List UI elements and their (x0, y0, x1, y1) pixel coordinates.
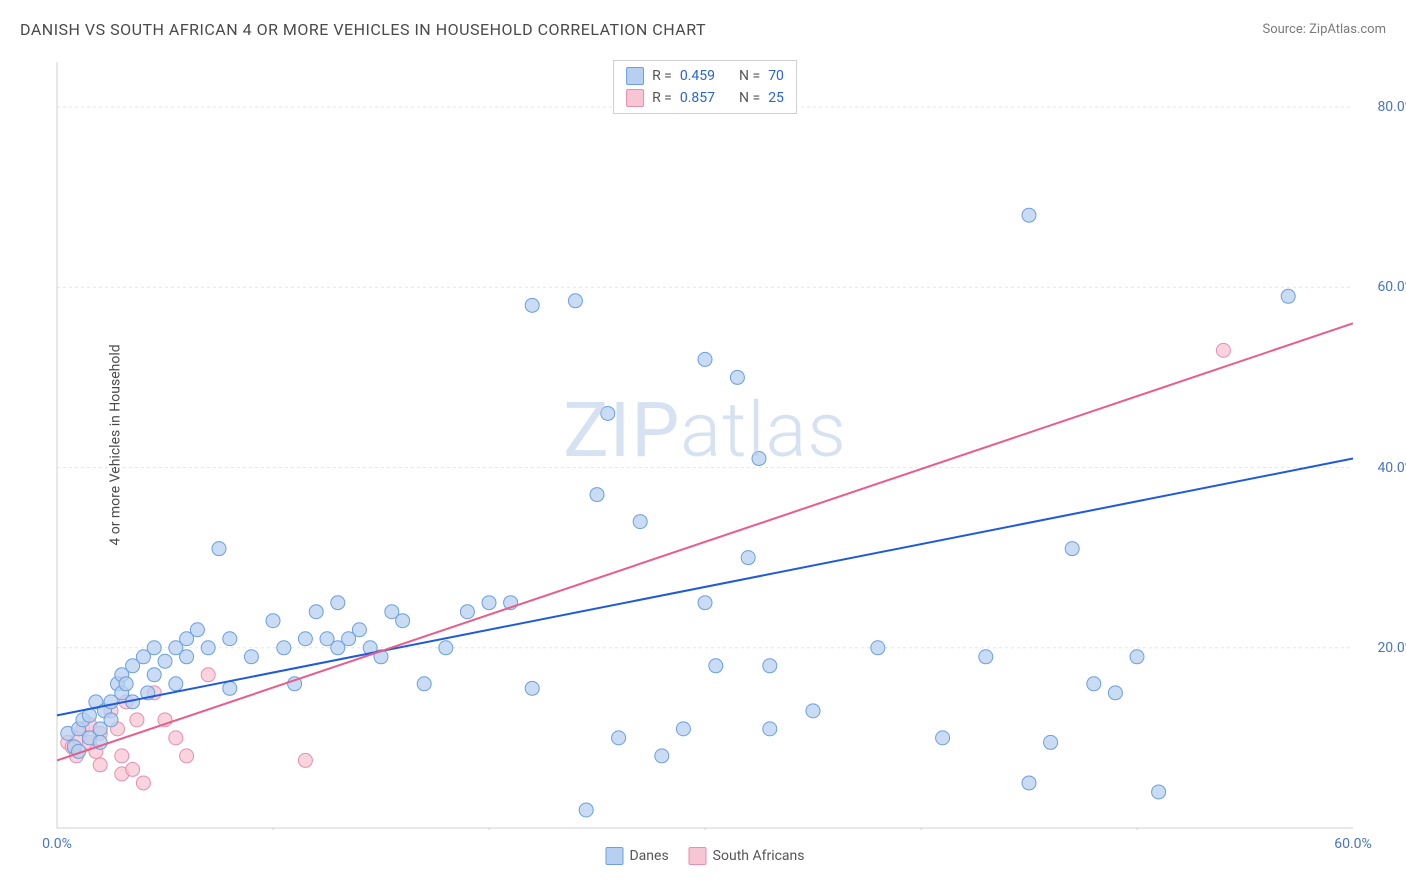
chart-area: 4 or more Vehicles in Household ZIPatlas… (55, 60, 1355, 830)
legend-swatch-icon (689, 847, 707, 865)
legend-stats: R = 0.459 N = 70 R = 0.857 N = 25 (613, 60, 797, 114)
legend-n-label: N = (739, 90, 760, 106)
legend-swatch-icon (626, 67, 644, 85)
chart-title: DANISH VS SOUTH AFRICAN 4 OR MORE VEHICL… (20, 20, 706, 39)
scatter-plot (55, 60, 1355, 830)
legend-series: Danes South Africans (605, 847, 804, 865)
x-tick-label: 60.0% (1334, 836, 1372, 852)
y-tick-label: 40.0% (1377, 460, 1406, 476)
y-tick-label: 80.0% (1377, 99, 1406, 115)
legend-r-label: R = (652, 68, 672, 84)
legend-swatch-icon (605, 847, 623, 865)
legend-n-value: 25 (768, 90, 784, 106)
source-label: Source: ZipAtlas.com (1262, 22, 1386, 37)
legend-label: South Africans (713, 848, 805, 864)
y-tick-label: 20.0% (1377, 640, 1406, 656)
legend-r-value: 0.459 (680, 68, 715, 84)
legend-item: South Africans (689, 847, 805, 865)
y-tick-label: 60.0% (1377, 279, 1406, 295)
legend-stats-row: R = 0.459 N = 70 (622, 65, 788, 87)
legend-r-value: 0.857 (680, 90, 715, 106)
legend-label: Danes (629, 848, 668, 864)
legend-item: Danes (605, 847, 668, 865)
legend-swatch-icon (626, 89, 644, 107)
legend-stats-row: R = 0.857 N = 25 (622, 87, 788, 109)
x-tick-label: 0.0% (42, 836, 72, 852)
legend-r-label: R = (652, 90, 672, 106)
legend-n-value: 70 (768, 68, 784, 84)
legend-n-label: N = (739, 68, 760, 84)
